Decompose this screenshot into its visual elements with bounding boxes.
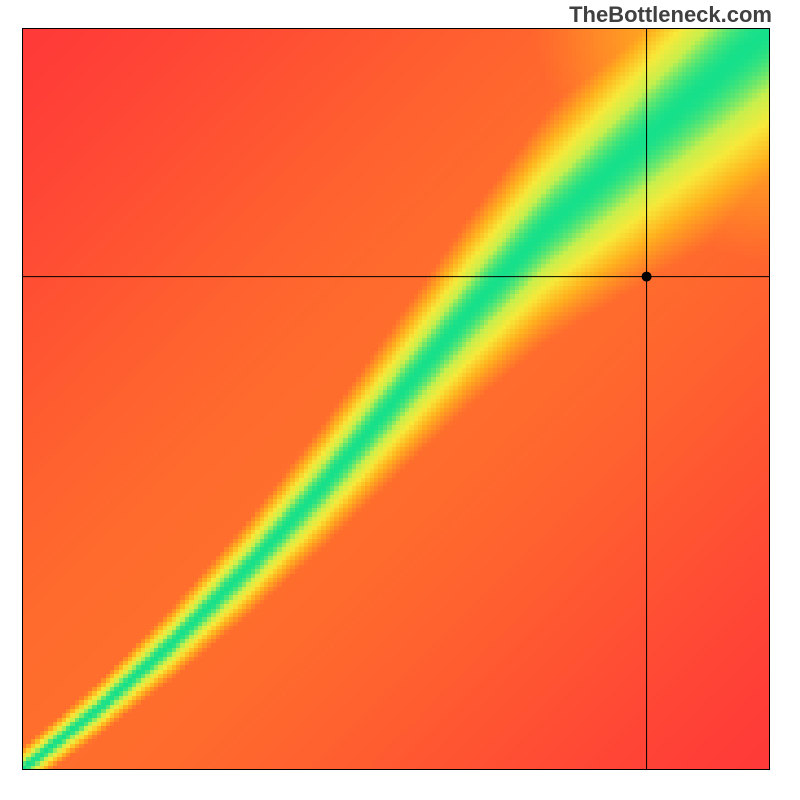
chart-container: TheBottleneck.com — [0, 0, 800, 800]
watermark-text: TheBottleneck.com — [569, 2, 772, 28]
bottleneck-heatmap — [0, 0, 800, 800]
